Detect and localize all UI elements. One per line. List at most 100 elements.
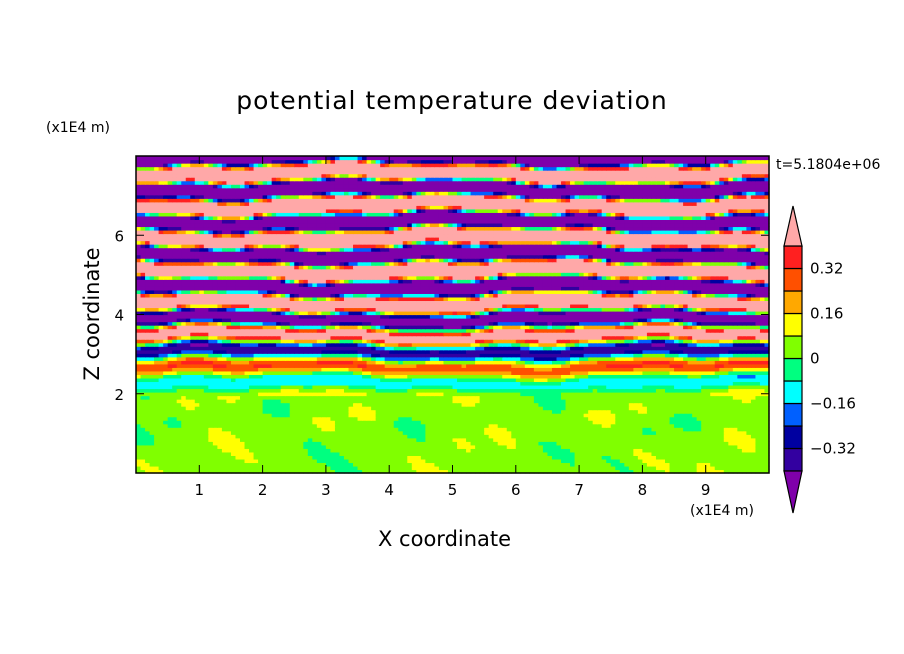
contour-cell [597, 349, 603, 354]
contour-cell [669, 391, 675, 397]
contour-cell [714, 465, 720, 471]
contour-cell [140, 451, 146, 456]
contour-cell [457, 377, 463, 383]
contour-cell [362, 437, 368, 442]
contour-cell [203, 441, 209, 446]
contour-cell [710, 391, 716, 397]
contour-cell [443, 360, 449, 365]
contour-cell [542, 349, 549, 354]
contour-cell [741, 427, 747, 432]
contour-cell [262, 455, 268, 460]
contour-cell [420, 416, 426, 421]
contour-cell [176, 377, 182, 383]
contour-cell [637, 353, 643, 358]
contour-cell [262, 353, 268, 358]
contour-cell [633, 349, 639, 354]
contour-cell [425, 377, 431, 383]
contour-cell [321, 441, 327, 446]
contour-cell [669, 363, 675, 368]
contour-cell [705, 349, 711, 354]
contour-cell [533, 367, 540, 372]
contour-cell [506, 462, 512, 467]
contour-cell [484, 437, 490, 442]
contour-cell [375, 402, 381, 407]
contour-cell [357, 377, 363, 383]
contour-cell [475, 448, 481, 453]
contour-cell [217, 367, 223, 372]
contour-cell [172, 455, 178, 460]
contour-cell [343, 374, 350, 379]
contour-cell [438, 406, 445, 411]
contour-cell [163, 448, 169, 453]
contour-cell [488, 370, 494, 375]
contour-cell [420, 406, 426, 411]
contour-cell [678, 360, 684, 365]
contour-cell [208, 413, 214, 418]
contour-cell [239, 388, 246, 393]
contour-cell [493, 349, 499, 354]
contour-cell [402, 462, 408, 467]
contour-cell [407, 391, 413, 397]
contour-cell [633, 427, 639, 432]
contour-cell [619, 409, 625, 414]
contour-cell [289, 406, 295, 411]
contour-cell [362, 455, 368, 460]
contour-cell [565, 360, 571, 365]
contour-cell [330, 353, 336, 358]
contour-cell [619, 448, 625, 453]
contour-cell [289, 427, 295, 432]
contour-cell [633, 381, 639, 386]
contour-cell [588, 384, 594, 390]
contour-cell [570, 427, 576, 432]
contour-cell [420, 455, 426, 460]
contour-cell [565, 395, 571, 400]
contour-cell [488, 384, 494, 390]
contour-cell [511, 465, 517, 471]
contour-cell [149, 427, 155, 432]
contour-cell [746, 420, 752, 425]
contour-cell [524, 406, 530, 411]
contour-cell [538, 406, 544, 411]
contour-cell [497, 441, 503, 446]
contour-cell [253, 406, 259, 411]
contour-cell [244, 413, 250, 418]
contour-cell [651, 391, 657, 397]
contour-cell [750, 360, 757, 365]
contour-cell [239, 462, 246, 467]
contour-cell [221, 444, 228, 449]
contour-cell [258, 427, 264, 432]
contour-cell [759, 430, 766, 435]
contour-cell [583, 349, 589, 354]
contour-cell [203, 465, 209, 471]
contour-cell [574, 423, 580, 428]
contour-cell [637, 441, 643, 446]
contour-cell [597, 377, 603, 383]
contour-cell [249, 430, 255, 435]
contour-cell [172, 413, 178, 418]
contour-cell [443, 391, 449, 397]
contour-cell [149, 391, 155, 397]
contour-cell [217, 455, 223, 460]
contour-cell [524, 427, 530, 432]
contour-cell [339, 409, 345, 414]
contour-cell [642, 469, 648, 474]
contour-cell [479, 349, 485, 354]
contour-cell [484, 423, 490, 428]
contour-cell [393, 420, 399, 425]
contour-cell [226, 469, 232, 474]
contour-cell [339, 377, 345, 383]
contour-cell [601, 437, 607, 442]
contour-cell [167, 420, 173, 425]
contour-cell [547, 360, 553, 365]
contour-cell [723, 423, 729, 428]
contour-cell [398, 451, 404, 456]
contour-cell [258, 409, 264, 414]
contour-cell [208, 388, 214, 393]
contour-cell [434, 437, 440, 442]
contour-cell [520, 346, 526, 351]
contour-cell [190, 374, 196, 379]
contour-cell [181, 353, 187, 358]
contour-cell [289, 416, 295, 421]
contour-cell [384, 416, 390, 421]
contour-cell [570, 374, 576, 379]
